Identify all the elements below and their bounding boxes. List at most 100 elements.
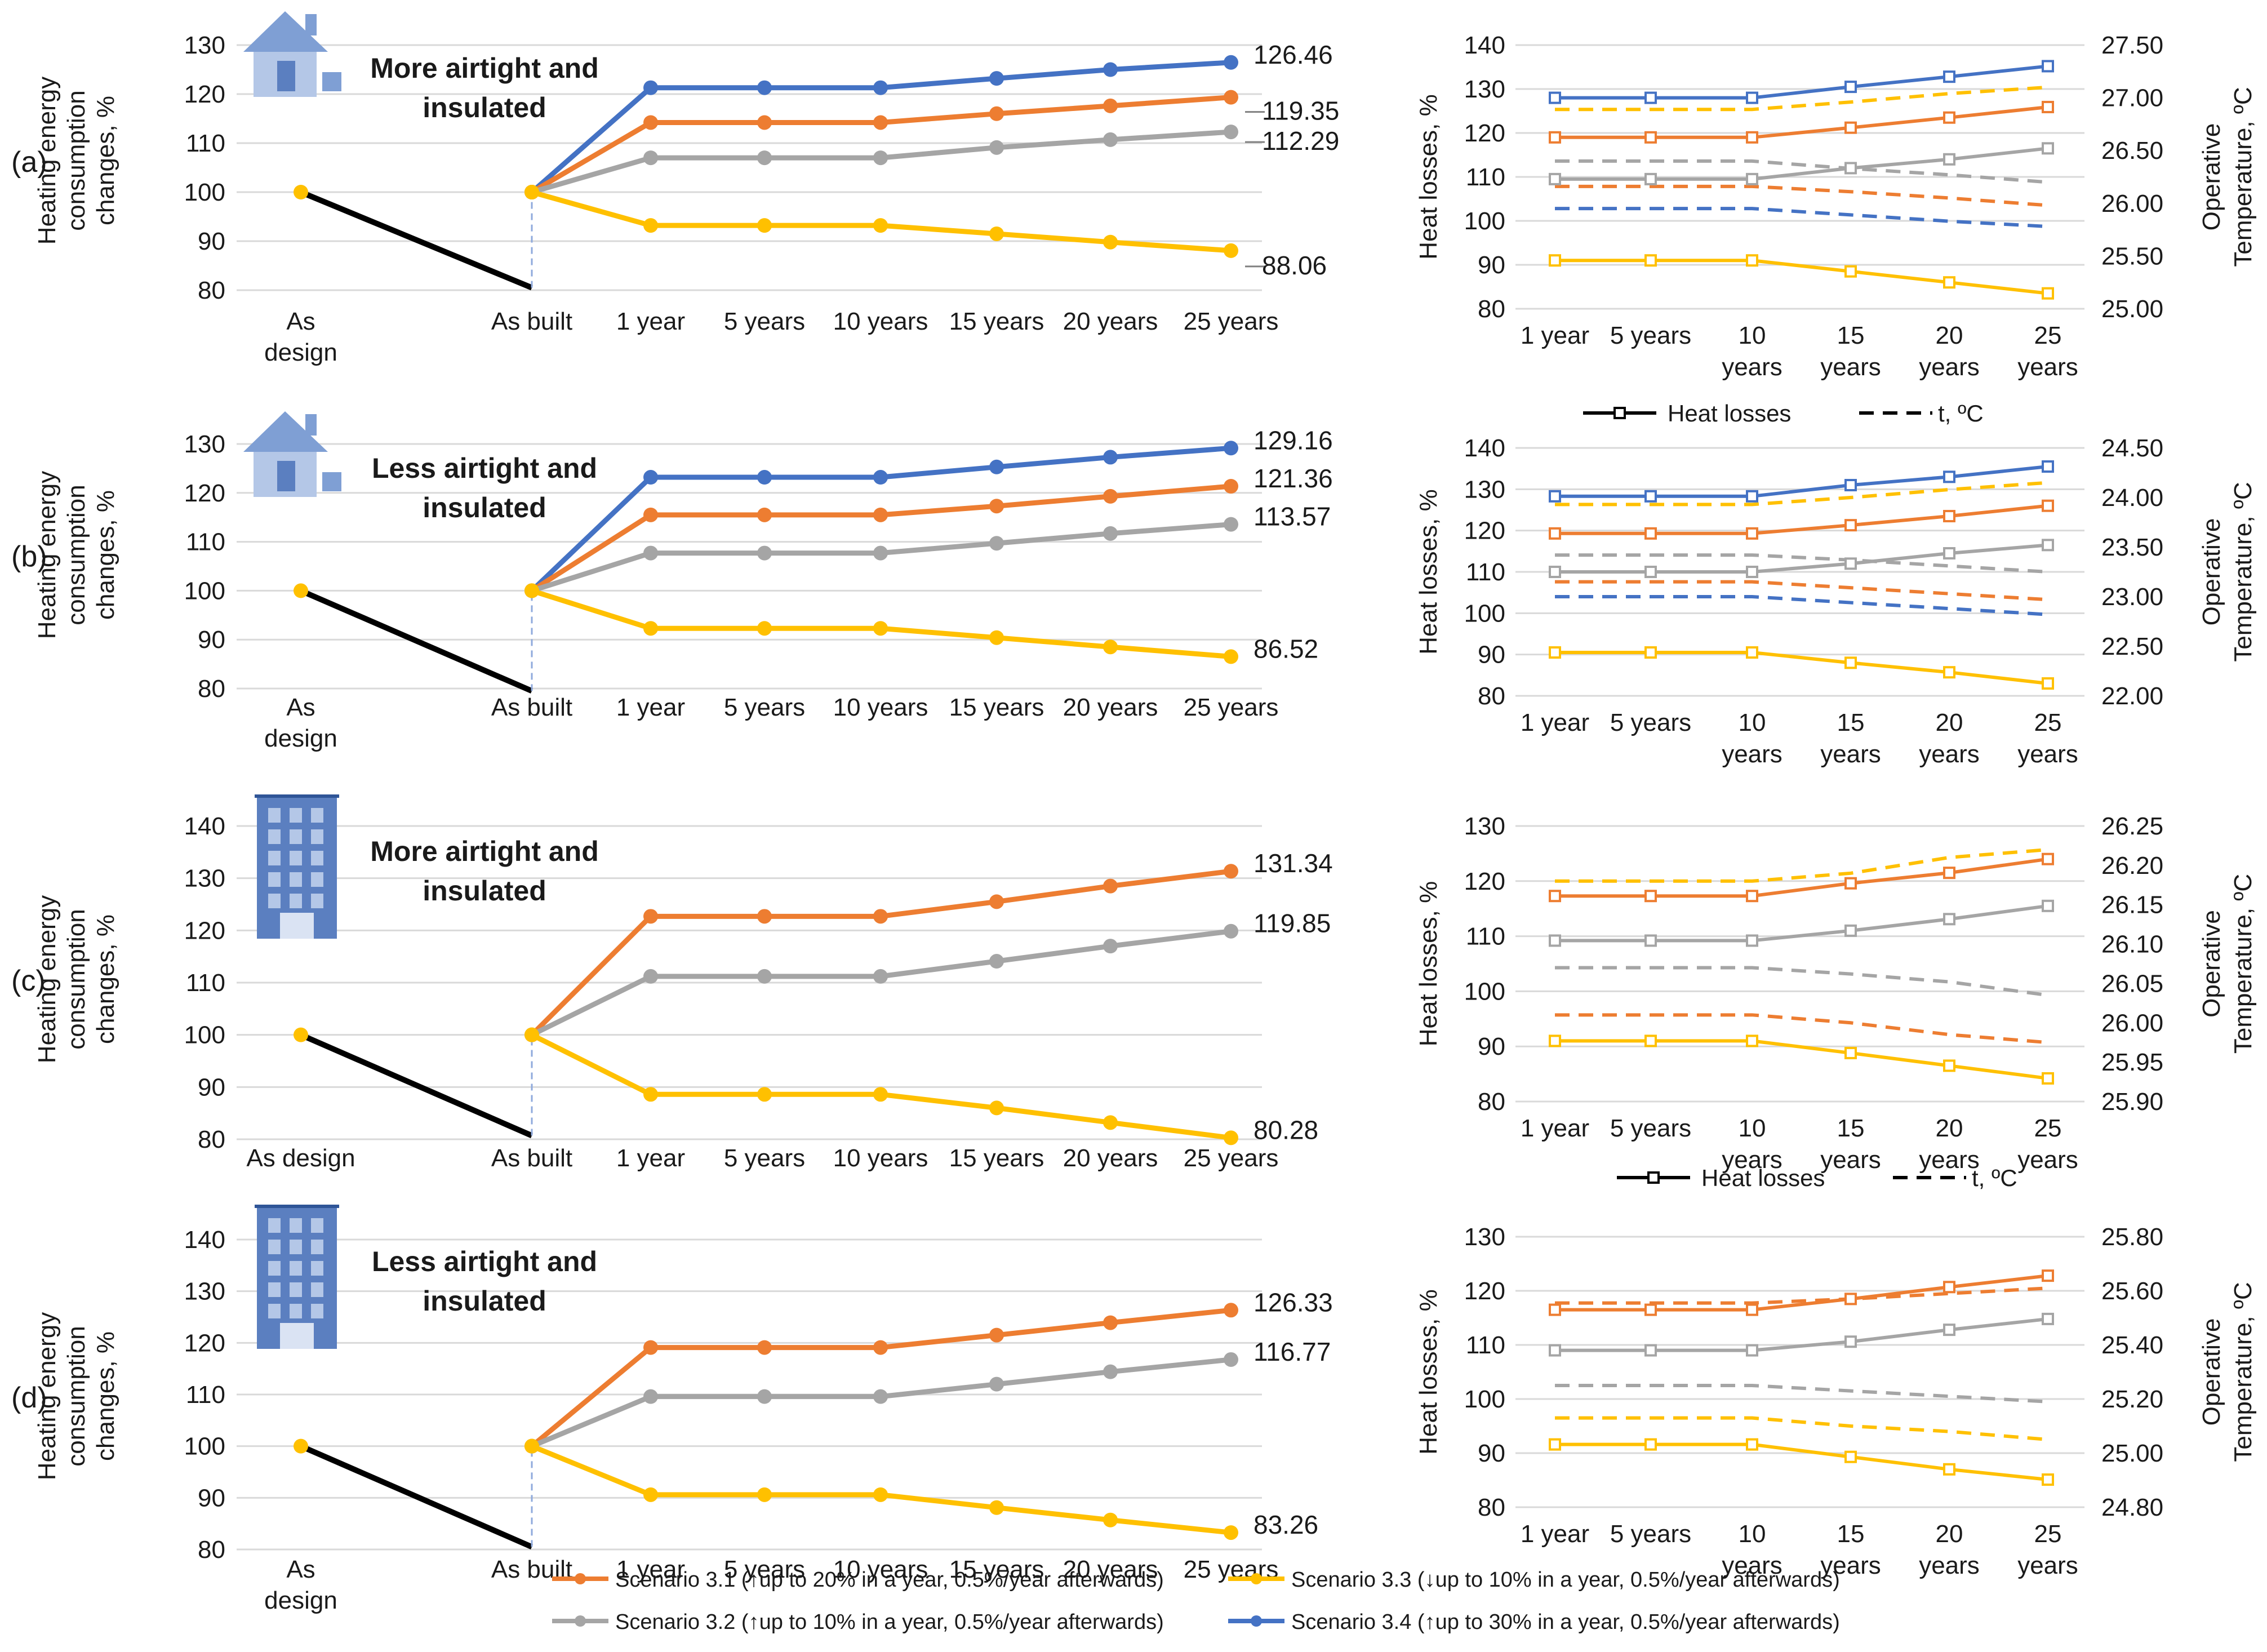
data-point-3.1: [989, 1327, 1004, 1343]
legend-label: t, ºC: [1972, 1165, 2017, 1191]
end-value-label: 131.34: [1253, 849, 1333, 878]
x-tick-label: 1 year: [1521, 322, 1589, 349]
x-tick-label: design: [264, 339, 337, 366]
heat-loss-marker-3.3: [1549, 1438, 1561, 1451]
series-line-3.1: [530, 483, 1232, 593]
y-tick-label: 80: [1478, 295, 1505, 323]
x-tick-label: 1 year: [1521, 709, 1589, 736]
heat-loss-marker-3.2: [1746, 1344, 1758, 1357]
heat-loss-marker-3.3: [1943, 1463, 1955, 1476]
panel-title: insulated: [423, 92, 546, 123]
data-point-3.1: [873, 909, 888, 924]
x-tick-label: 20 years: [1063, 1144, 1158, 1172]
heat-loss-marker-3.1: [1549, 131, 1561, 144]
x-tick-label: years: [2017, 1552, 2078, 1579]
y-axis-label: Heat losses, %: [1415, 881, 1442, 1046]
y2-tick-label: 24.00: [2101, 484, 2163, 512]
heat-loss-marker-3.4: [1746, 91, 1758, 104]
x-tick-label: 5 years: [1610, 1114, 1691, 1142]
y-axis-label-line: changes, %: [92, 1331, 119, 1461]
heat-loss-marker-3.1: [1549, 1303, 1561, 1316]
y-tick-label: 100: [184, 1022, 225, 1049]
heat-loss-marker-3.3: [1943, 1059, 1955, 1072]
heat-loss-marker-3.4: [1549, 91, 1561, 104]
data-point-3.3: [1103, 1115, 1118, 1130]
y-axis-label-text: Heat losses, %: [1415, 881, 1442, 1046]
heat-loss-marker-3.4: [2042, 60, 2054, 73]
data-point-3.3: [1103, 234, 1118, 250]
y2-axis-label: Operative Temperature, ºC: [2198, 1282, 2257, 1462]
x-tick-label: 20: [1936, 1114, 1963, 1142]
building-window: [290, 1240, 302, 1254]
y-tick-label: 90: [1478, 251, 1505, 279]
y2-axis-label-line: Operative: [2198, 518, 2225, 626]
data-point-3.2: [989, 1376, 1004, 1392]
temperature-line-3.2: [1555, 159, 2048, 184]
baseline-line: [300, 1032, 533, 1139]
panel-letter: (a): [11, 146, 47, 179]
data-point-3.1: [757, 909, 772, 924]
heat-loss-marker-3.3: [2042, 1473, 2054, 1486]
data-point-3.3: [643, 621, 658, 636]
heat-loss-marker-3.2: [1549, 172, 1561, 185]
x-tick-label: 10: [1739, 1114, 1766, 1142]
data-point-3.3: [757, 1487, 772, 1502]
end-value-label: 113.57: [1253, 502, 1331, 531]
heat-loss-marker-3.2: [1644, 1344, 1657, 1357]
data-point-3.3: [1224, 243, 1238, 258]
data-point-3.1: [1224, 864, 1238, 879]
data-point-3.3: [873, 621, 888, 636]
y-tick-label: 130: [1464, 476, 1505, 503]
data-point-3.1: [1224, 478, 1238, 494]
y2-tick-label: 26.05: [2101, 970, 2163, 997]
data-point-3.4: [873, 80, 888, 95]
y2-axis-label: Operative Temperature, ºC: [2198, 482, 2257, 661]
x-tick-label: As built: [491, 308, 572, 335]
y-axis-label-line: Heating energy: [33, 1312, 61, 1480]
heat-loss-marker-3.2: [1844, 162, 1857, 175]
building-window: [290, 1261, 302, 1276]
data-point-3.2: [1103, 1364, 1118, 1379]
heat-loss-legend-1: Heat losses t, ºC: [1617, 1165, 2017, 1191]
heat-loss-marker-3.2: [2042, 899, 2054, 912]
x-tick-label: design: [264, 1587, 337, 1614]
x-tick-label: 15 years: [949, 694, 1044, 721]
building-window: [268, 1240, 281, 1254]
heat-loss-marker-3.1: [1549, 527, 1561, 540]
y-tick-label: 110: [1466, 923, 1505, 951]
y-axis-label: Heat losses, %: [1415, 94, 1442, 259]
data-point-3.3: [757, 1087, 772, 1102]
data-point-3.2: [873, 150, 888, 166]
x-tick-label: 5 years: [724, 1144, 805, 1172]
data-point-3.1: [1103, 489, 1118, 504]
data-point-3.3: [1224, 1525, 1238, 1540]
data-point-3.3: [643, 1087, 658, 1102]
end-value-label: 80.28: [1253, 1115, 1318, 1144]
heat-loss-marker-3.2: [1943, 153, 1955, 166]
heat-loss-marker-3.2: [1746, 566, 1758, 578]
y-tick-label: 100: [1464, 978, 1505, 1005]
end-value-label: 119.35: [1262, 96, 1339, 126]
y-axis-label-text: Heat losses, %: [1415, 1289, 1442, 1454]
y-tick-label: 90: [1478, 641, 1505, 669]
building-roof: [255, 1205, 339, 1208]
y-tick-label: 110: [186, 1381, 225, 1409]
y-axis-label-line: changes, %: [92, 490, 119, 620]
data-point-3.1: [757, 507, 772, 522]
y-axis-label: Heat losses, %: [1415, 489, 1442, 654]
y2-axis-label-line: Temperature, ºC: [2229, 482, 2257, 661]
data-point-3.4: [1103, 62, 1118, 77]
building-window: [290, 872, 302, 887]
building-window: [311, 1282, 323, 1297]
legend-label: Scenario 3.1 (↑up to 20% in a year, 0.5%…: [615, 1568, 1164, 1592]
y-tick-label: 100: [1464, 599, 1505, 627]
heat-loss-marker-3.1: [1746, 890, 1758, 903]
as-design-point: [294, 583, 308, 598]
building-window: [311, 872, 323, 887]
heat-loss-marker-3.1: [2042, 1269, 2054, 1282]
legend-label: Scenario 3.3 (↓up to 10% in a year, 0.5%…: [1291, 1568, 1840, 1592]
data-point-3.4: [1103, 450, 1118, 465]
panel-title: More airtight and: [370, 836, 599, 867]
x-tick-label: 20 years: [1063, 1556, 1158, 1583]
